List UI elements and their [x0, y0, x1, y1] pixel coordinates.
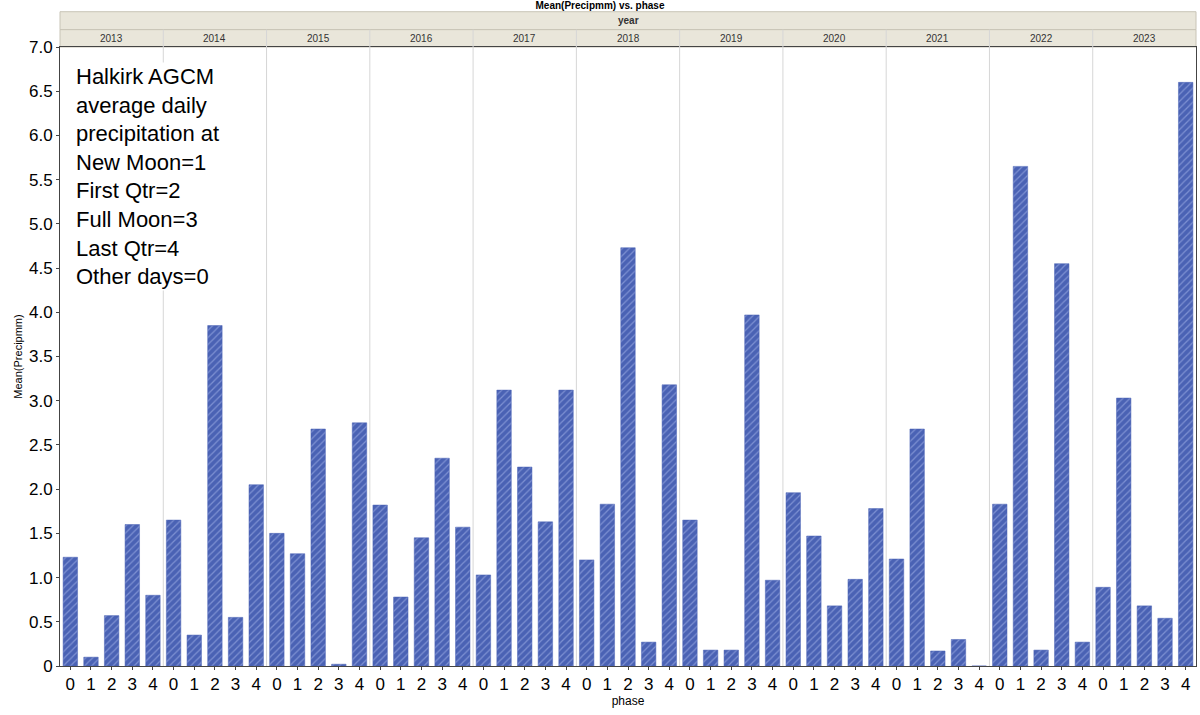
- svg-text:6.0: 6.0: [29, 126, 53, 145]
- svg-text:7.0: 7.0: [29, 38, 53, 57]
- svg-text:2019: 2019: [720, 33, 743, 44]
- svg-text:Halkirk AGCMaverage dailypreci: Halkirk AGCMaverage dailyprecipitation a…: [76, 64, 219, 289]
- svg-text:5.0: 5.0: [29, 215, 53, 234]
- svg-text:1: 1: [499, 675, 508, 694]
- svg-text:3: 3: [1160, 675, 1169, 694]
- svg-text:1: 1: [293, 675, 302, 694]
- svg-text:1: 1: [1016, 675, 1025, 694]
- svg-text:2017: 2017: [513, 33, 536, 44]
- svg-text:2: 2: [1140, 675, 1149, 694]
- svg-text:2023: 2023: [1133, 33, 1156, 44]
- svg-text:4: 4: [665, 675, 674, 694]
- svg-text:1: 1: [190, 675, 199, 694]
- svg-text:2021: 2021: [926, 33, 949, 44]
- svg-text:5.5: 5.5: [29, 171, 53, 190]
- svg-text:2013: 2013: [100, 33, 123, 44]
- svg-text:2016: 2016: [410, 33, 433, 44]
- svg-text:1: 1: [912, 675, 921, 694]
- svg-text:2022: 2022: [1030, 33, 1053, 44]
- svg-text:3: 3: [231, 675, 240, 694]
- svg-text:2018: 2018: [617, 33, 640, 44]
- svg-text:6.5: 6.5: [29, 82, 53, 101]
- svg-text:4.5: 4.5: [29, 259, 53, 278]
- svg-text:Mean(Precipmm): Mean(Precipmm): [12, 314, 24, 398]
- svg-text:1.5: 1.5: [29, 524, 53, 543]
- svg-text:2: 2: [520, 675, 529, 694]
- svg-text:0: 0: [995, 675, 1004, 694]
- svg-text:2015: 2015: [307, 33, 330, 44]
- svg-text:3: 3: [437, 675, 446, 694]
- svg-text:4: 4: [251, 675, 260, 694]
- svg-text:0: 0: [685, 675, 694, 694]
- svg-text:4: 4: [768, 675, 777, 694]
- svg-text:0: 0: [43, 657, 52, 676]
- svg-text:2: 2: [210, 675, 219, 694]
- svg-text:0: 0: [1098, 675, 1107, 694]
- svg-text:2: 2: [313, 675, 322, 694]
- svg-text:3: 3: [644, 675, 653, 694]
- svg-text:0: 0: [66, 675, 75, 694]
- svg-text:1: 1: [1119, 675, 1128, 694]
- svg-text:Mean(Precipmm) vs. phase: Mean(Precipmm) vs. phase: [536, 0, 665, 11]
- svg-text:1.0: 1.0: [29, 569, 53, 588]
- svg-text:1: 1: [603, 675, 612, 694]
- svg-text:2: 2: [933, 675, 942, 694]
- svg-text:0: 0: [582, 675, 591, 694]
- svg-text:2: 2: [417, 675, 426, 694]
- svg-text:4: 4: [561, 675, 570, 694]
- svg-text:2: 2: [1036, 675, 1045, 694]
- svg-text:year: year: [618, 15, 639, 26]
- svg-text:3.0: 3.0: [29, 392, 53, 411]
- svg-text:0: 0: [169, 675, 178, 694]
- svg-text:1: 1: [809, 675, 818, 694]
- svg-text:2020: 2020: [823, 33, 846, 44]
- svg-text:phase: phase: [612, 694, 645, 708]
- svg-text:3: 3: [747, 675, 756, 694]
- svg-text:4: 4: [458, 675, 467, 694]
- svg-text:2: 2: [107, 675, 116, 694]
- svg-text:0: 0: [789, 675, 798, 694]
- svg-text:0: 0: [272, 675, 281, 694]
- svg-text:4: 4: [1078, 675, 1087, 694]
- svg-text:4.0: 4.0: [29, 303, 53, 322]
- svg-text:3: 3: [850, 675, 859, 694]
- svg-text:2.0: 2.0: [29, 480, 53, 499]
- svg-text:3: 3: [954, 675, 963, 694]
- svg-text:3: 3: [1057, 675, 1066, 694]
- svg-text:2014: 2014: [203, 33, 226, 44]
- svg-text:0: 0: [375, 675, 384, 694]
- svg-text:0.5: 0.5: [29, 613, 53, 632]
- svg-text:2: 2: [623, 675, 632, 694]
- svg-text:4: 4: [148, 675, 157, 694]
- svg-text:4: 4: [871, 675, 880, 694]
- svg-text:4: 4: [1181, 675, 1190, 694]
- svg-text:4: 4: [974, 675, 983, 694]
- svg-text:1: 1: [396, 675, 405, 694]
- svg-text:4: 4: [355, 675, 364, 694]
- svg-text:2.5: 2.5: [29, 436, 53, 455]
- svg-text:1: 1: [86, 675, 95, 694]
- svg-text:1: 1: [706, 675, 715, 694]
- svg-text:3.5: 3.5: [29, 347, 53, 366]
- svg-text:3: 3: [128, 675, 137, 694]
- svg-text:2: 2: [727, 675, 736, 694]
- svg-text:3: 3: [334, 675, 343, 694]
- svg-text:3: 3: [541, 675, 550, 694]
- svg-text:0: 0: [479, 675, 488, 694]
- svg-text:2: 2: [830, 675, 839, 694]
- svg-text:0: 0: [892, 675, 901, 694]
